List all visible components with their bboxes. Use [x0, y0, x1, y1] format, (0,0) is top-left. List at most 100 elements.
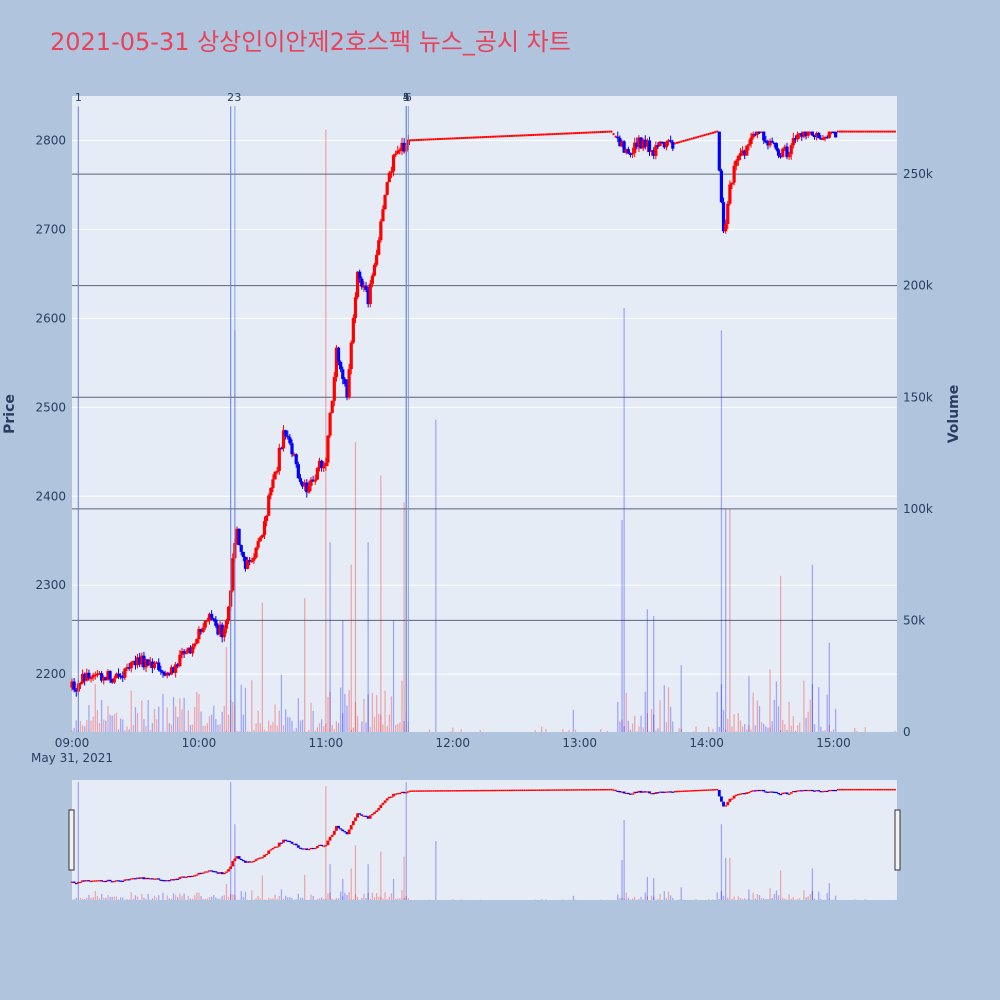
slider-candle	[751, 790, 755, 792]
slider-volume-bar	[646, 896, 649, 900]
volume-bar	[716, 691, 718, 732]
slider-candle	[866, 788, 869, 791]
slider-candle	[216, 872, 220, 874]
slider-candle	[368, 815, 372, 819]
range-slider[interactable]	[72, 780, 897, 900]
candle-body	[72, 681, 76, 690]
slider-volume-bar	[278, 895, 280, 900]
candle-body	[201, 627, 205, 633]
price-axis: 2200 2300 2400 2500 2600 2700 2800	[35, 133, 66, 681]
candle	[549, 133, 552, 136]
slider-candle	[862, 788, 865, 791]
slider-candle	[777, 792, 780, 795]
slider-volume-bar	[720, 891, 723, 900]
candle-body	[176, 664, 180, 667]
volume-bar	[122, 719, 124, 732]
slider-volume-bar	[659, 893, 661, 900]
candle	[608, 130, 611, 133]
volume-bar	[289, 717, 291, 732]
slider-volume-bar	[361, 898, 363, 900]
slider-candle	[439, 790, 442, 792]
time-tick-label: 15:00	[816, 736, 851, 750]
slider-candle	[629, 793, 632, 795]
candle	[862, 130, 865, 133]
candle	[601, 130, 604, 133]
slider-volume-bar	[92, 897, 94, 900]
candle	[612, 133, 615, 136]
volume-bar	[185, 730, 187, 732]
candle-body	[355, 271, 360, 298]
volume-bar	[276, 725, 278, 732]
candle-body	[379, 221, 383, 241]
candle-body	[402, 142, 406, 152]
volume-bar	[672, 721, 674, 732]
candle-body	[121, 676, 125, 679]
candle-body	[738, 153, 743, 157]
slider-candle	[218, 872, 222, 874]
volume-bar	[382, 724, 384, 732]
candle-body	[819, 138, 823, 140]
volume-bar	[348, 690, 350, 732]
slider-candle	[420, 790, 423, 792]
candle-body	[660, 141, 664, 144]
candle-body	[779, 155, 783, 158]
slider-candle	[800, 790, 804, 792]
candle-body	[114, 673, 119, 679]
slider-candle	[770, 791, 774, 793]
slider-candle	[870, 788, 873, 791]
candle	[439, 138, 442, 141]
candle-body	[275, 470, 279, 473]
candle	[466, 136, 469, 139]
range-slider-left-handle[interactable]	[68, 809, 75, 871]
candle-body	[641, 139, 645, 149]
candle	[460, 137, 463, 140]
time-tick-label: 12:00	[435, 736, 470, 750]
candle	[508, 134, 511, 137]
volume-bar	[763, 723, 765, 732]
candle-body	[239, 545, 243, 552]
candle-body	[740, 150, 745, 154]
slider-candle	[546, 789, 549, 791]
volume-bar	[274, 704, 276, 732]
candle-body	[345, 383, 349, 398]
candle-body	[87, 672, 91, 678]
candle-body	[100, 673, 104, 681]
slider-candle	[676, 790, 678, 793]
slider-candle	[201, 872, 205, 874]
plot-area[interactable]	[72, 96, 897, 732]
volume-bar	[765, 726, 767, 732]
volume-bar	[720, 330, 723, 732]
slider-candle	[311, 847, 315, 850]
slider-volume-bar	[145, 898, 147, 900]
candle	[699, 135, 702, 138]
candle	[517, 134, 520, 137]
candle-body	[243, 557, 248, 569]
volume-bar	[562, 729, 564, 732]
slider-candle	[707, 789, 710, 791]
slider-volume-bar	[316, 899, 319, 900]
candle	[553, 133, 556, 136]
volume-bar	[149, 730, 151, 732]
slider-candle	[121, 880, 125, 882]
candle-body	[343, 379, 347, 384]
volume-bar	[665, 722, 668, 732]
volume-bar	[646, 609, 649, 732]
candle-body	[616, 136, 620, 139]
slider-volume-bar	[255, 898, 257, 900]
candle-body	[719, 170, 724, 203]
candle-body	[231, 558, 235, 591]
slider-candle	[212, 871, 216, 873]
candle	[853, 130, 856, 133]
candle-body	[637, 137, 641, 148]
candle	[574, 132, 577, 135]
candle-body	[736, 156, 740, 161]
slider-candle	[760, 789, 764, 792]
volume-bar	[809, 699, 811, 732]
candle	[887, 130, 890, 133]
candle-body	[150, 661, 154, 668]
slider-candle	[70, 881, 74, 883]
slider-volume-bar	[134, 895, 137, 900]
candle-body	[385, 182, 389, 195]
slider-volume-bar	[657, 899, 659, 900]
range-slider-right-handle[interactable]	[894, 809, 901, 871]
